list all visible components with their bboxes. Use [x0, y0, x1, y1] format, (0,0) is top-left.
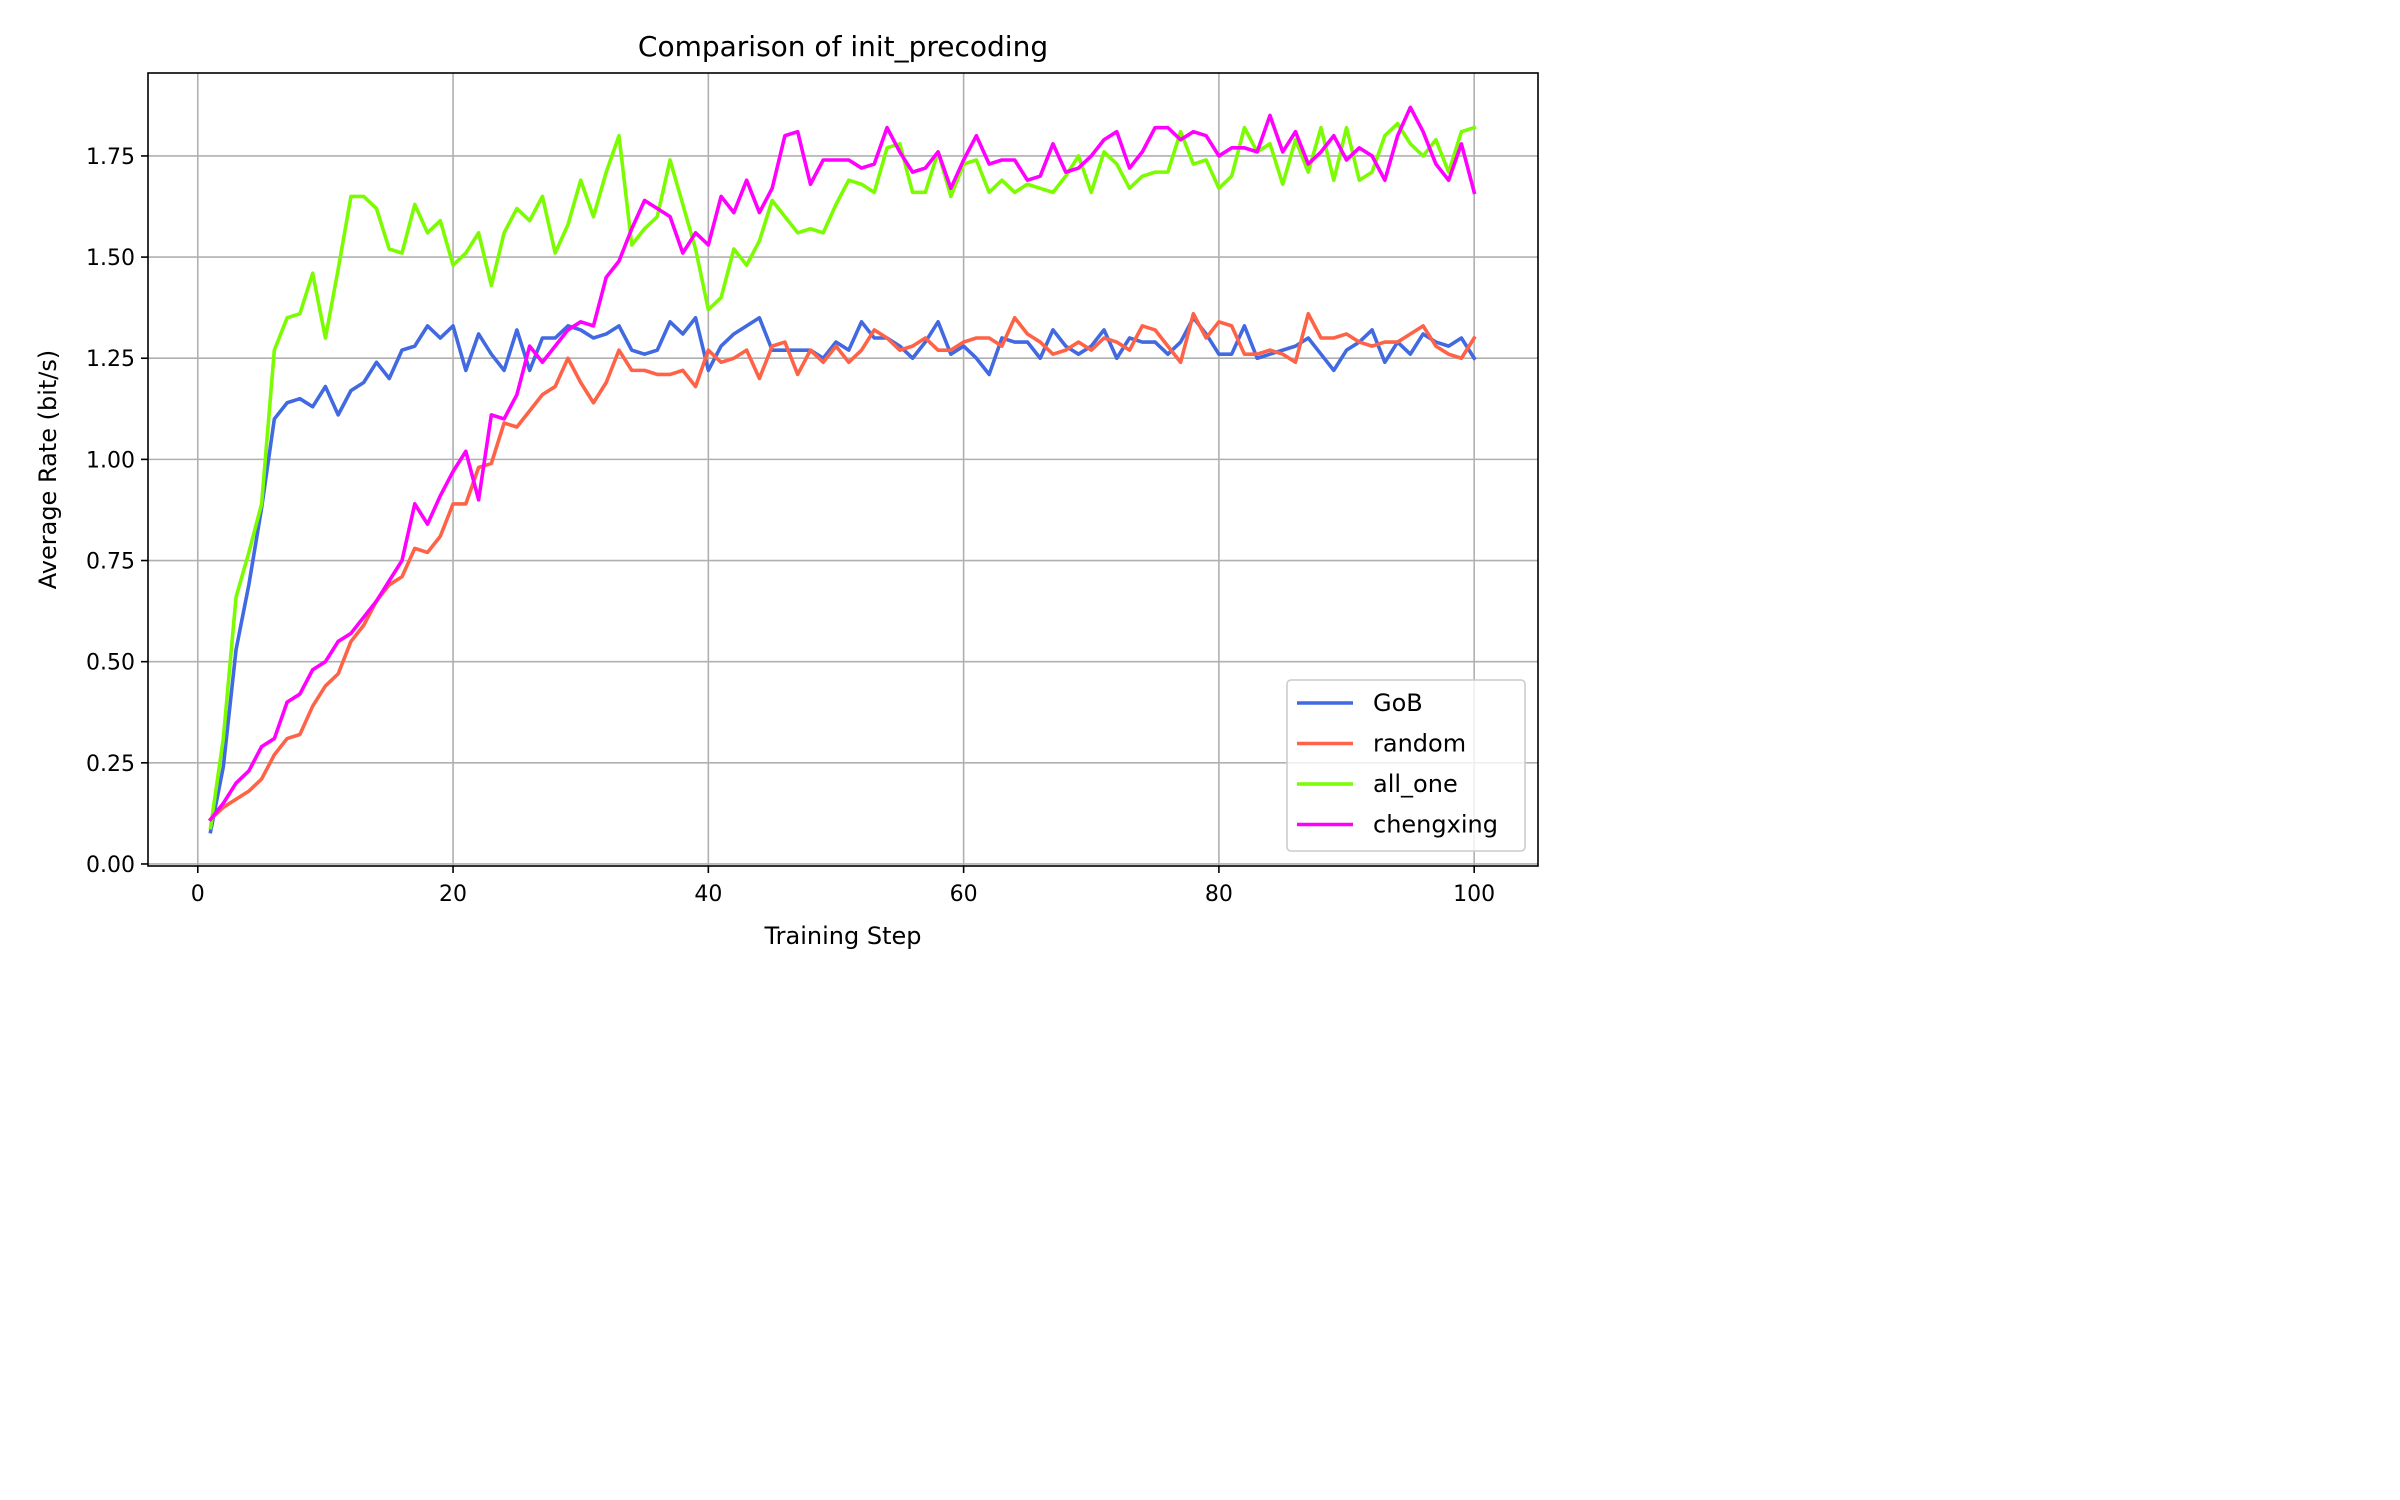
x-tick-label: 60: [950, 882, 978, 907]
x-axis-ticks: 0 20 40 60 80 100: [191, 866, 1495, 907]
legend: GoB random all_one chengxing: [1286, 679, 1526, 852]
y-tick-label: 1.25: [86, 347, 135, 372]
series-line-random: [207, 311, 1477, 823]
y-tick-label: 0.75: [86, 550, 135, 575]
legend-box: [1286, 679, 1526, 852]
line-chart: 0 20 40 60 80 100 0.00 0.25 0.50 0.75 1.00 1.25 1.5…: [34, 30, 1539, 950]
y-tick-label: 1.00: [86, 448, 135, 473]
x-tick-label: 40: [694, 882, 722, 907]
plot-frame: [147, 72, 1539, 867]
y-tick-label: 0.50: [86, 651, 135, 676]
y-tick-label: 0.25: [86, 752, 135, 777]
y-tick-label: 0.00: [86, 853, 135, 878]
series-lines: [207, 105, 1477, 834]
y-tick-label: 1.75: [86, 145, 135, 170]
chart-figure: 0 20 40 60 80 100 0.00 0.25 0.50 0.75 1.00 1.25 1.5…: [0, 0, 1568, 980]
y-axis-ticks: 0.00 0.25 0.50 0.75 1.00 1.25 1.50 1.75: [86, 145, 148, 878]
series-line-GoB: [208, 315, 1477, 834]
legend-label: all_one: [1373, 770, 1458, 798]
legend-label: chengxing: [1373, 811, 1498, 839]
legend-label: GoB: [1373, 689, 1423, 717]
x-tick-label: 20: [439, 882, 467, 907]
series-line-all-one: [208, 121, 1477, 830]
legend-label: random: [1373, 730, 1466, 758]
x-tick-label: 80: [1205, 882, 1233, 907]
series-line-chengxing: [208, 105, 1477, 822]
chart-title: Comparison of init_precoding: [638, 30, 1048, 63]
y-tick-label: 1.50: [86, 246, 135, 271]
x-tick-label: 0: [191, 882, 205, 907]
y-axis-title: Average Rate (bit/s): [34, 350, 62, 589]
x-tick-label: 100: [1453, 882, 1495, 907]
x-axis-title: Training Step: [764, 922, 922, 950]
